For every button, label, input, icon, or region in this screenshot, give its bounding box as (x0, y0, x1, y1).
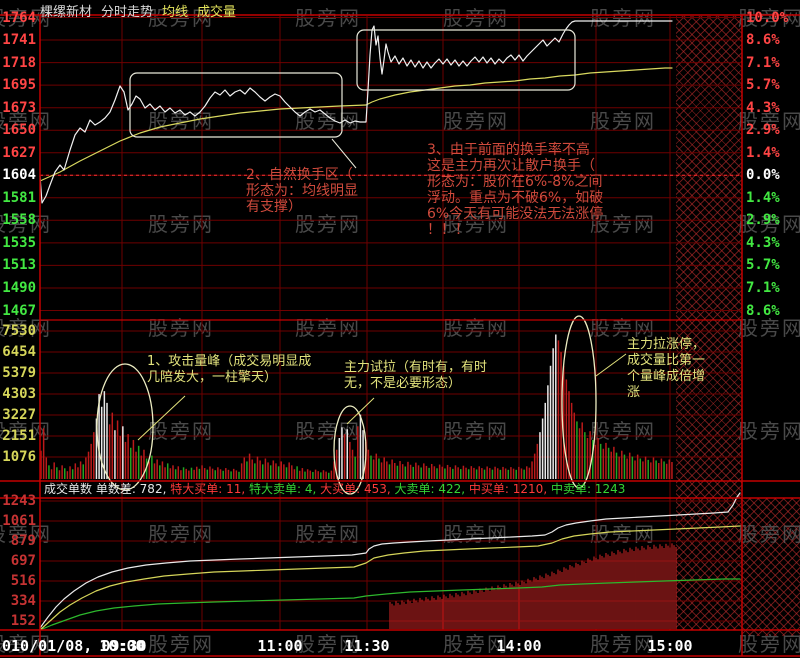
price-note-2: 2、自然换手区（ 形态为：均线明显 有支撑） (246, 167, 358, 215)
order-stat: 大卖单: 422, (394, 482, 469, 496)
price-axis-label: 1558 (2, 212, 36, 229)
order-axis-label: 697 (10, 553, 36, 569)
bottom-right-hatch (742, 498, 800, 636)
volume-axis-label: 6454 (2, 344, 36, 360)
volume-axis-label: 4303 (2, 386, 36, 402)
average-price-line (39, 67, 673, 182)
vol-note-2: 主力试拉（有时有，有时 无，不是必要形态） (344, 360, 488, 391)
price-axis-label: 1650 (2, 122, 36, 139)
percent-axis-label: 2.9% (746, 122, 780, 139)
volume-axis-label: 1076 (2, 449, 36, 465)
cumulative-buy-curve (39, 492, 741, 629)
percent-axis-label: 1.4% (746, 189, 780, 206)
stock-name: 棵缧新材 (40, 5, 93, 20)
callout-line (137, 395, 186, 441)
percent-axis-label: 7.1% (746, 280, 780, 296)
annotation-ellipse-1 (96, 363, 154, 491)
order-axis-label: 1061 (2, 513, 36, 529)
time-axis-label: 15:00 (647, 637, 693, 655)
price-axis-label: 1581 (2, 189, 36, 206)
price-note-3: 3、由于前面的换手率不高 这是主力再次让散户换手（ 形态为：股价在6%-8%之间 浮动… (427, 142, 604, 238)
time-axis-label: 010/01/08, 09:30 (2, 637, 147, 655)
toggle-average-line[interactable]: 均线 (162, 5, 189, 20)
cumulative-sell-curve (39, 578, 741, 631)
order-stat: 中卖单: 1243 (550, 482, 626, 496)
order-stat: 成交单数 单数差: 782, (44, 482, 171, 496)
percent-axis-label: 10.0% (746, 9, 789, 26)
order-stat: 特大买单: 11, (170, 482, 249, 496)
time-axis-label: 11:30 (344, 637, 390, 655)
vol-note-1: 1、攻击量峰（成交易明显成 几陪发大，一柱擎天） (147, 354, 312, 385)
volume-axis-label: 5379 (2, 365, 36, 381)
price-line (39, 20, 673, 204)
volume-axis-label: 3227 (2, 407, 36, 423)
callout-line (595, 353, 627, 377)
volume-axis-label: 2151 (2, 428, 36, 444)
percent-axis-label: 4.3% (746, 99, 780, 116)
toggle-volume[interactable]: 成交量 (197, 5, 237, 20)
order-axis-label: 879 (10, 533, 36, 549)
volume-axis-label: 7530 (2, 323, 36, 339)
price-axis-label: 1467 (2, 302, 36, 319)
price-axis-label: 1673 (2, 99, 36, 116)
cumulative-avg-curve (39, 525, 741, 631)
price-axis-label: 1535 (2, 234, 36, 251)
percent-axis-label: 8.6% (746, 32, 780, 48)
percent-axis-label: 1.4% (746, 144, 780, 161)
percent-axis-label: 7.1% (746, 54, 780, 71)
order-stat: 特大卖单: 4, (248, 482, 321, 496)
percent-axis-label: 5.7% (746, 257, 780, 274)
price-axis-label: 1695 (2, 77, 36, 94)
order-axis-label: 516 (10, 573, 36, 589)
order-stats-row: 成交单数 单数差: 782, 特大买单: 11, 特大卖单: 4, 大买单: 4… (44, 483, 625, 496)
annotation-box-2 (356, 29, 576, 91)
annotation-box-1 (129, 72, 343, 138)
price-axis-label: 1718 (2, 54, 36, 71)
callout-line (331, 138, 357, 169)
vol-note-3: 主力拉涨停， 成交量比第一 个量峰成倍增涨 (627, 337, 706, 400)
time-axis-label: 14:00 (496, 637, 542, 655)
time-axis-label: 10:00 (99, 637, 145, 655)
price-axis-label: 1741 (2, 32, 36, 48)
order-stat: 中买单: 1210, (468, 482, 551, 496)
annotation-ellipse-2 (333, 405, 367, 495)
view-label-intraday: 分时走势 (101, 5, 154, 20)
order-axis-label: 152 (10, 613, 36, 629)
annotation-ellipse-3 (561, 315, 597, 489)
order-axis-label: 334 (10, 593, 36, 609)
percent-axis-label: 8.6% (746, 302, 780, 319)
time-axis-label: 11:00 (257, 637, 303, 655)
percent-axis-label: 4.3% (746, 234, 780, 251)
percent-axis-label: 2.9% (746, 212, 780, 229)
price-axis-label: 1513 (2, 257, 36, 274)
price-axis-label: 1627 (2, 144, 36, 161)
percent-axis-label: 0.0% (746, 167, 780, 184)
callout-line (346, 397, 375, 425)
price-axis-label: 1490 (2, 280, 36, 296)
price-axis-label: 1604 (2, 167, 36, 184)
order-stat: 大买单: 453, (320, 482, 395, 496)
chart-header: 棵缧新材 分时走势 均线 成交量 (40, 1, 245, 20)
order-axis-label: 1243 (2, 493, 36, 509)
price-axis-label: 1764 (2, 9, 36, 26)
percent-axis-label: 5.7% (746, 77, 780, 94)
